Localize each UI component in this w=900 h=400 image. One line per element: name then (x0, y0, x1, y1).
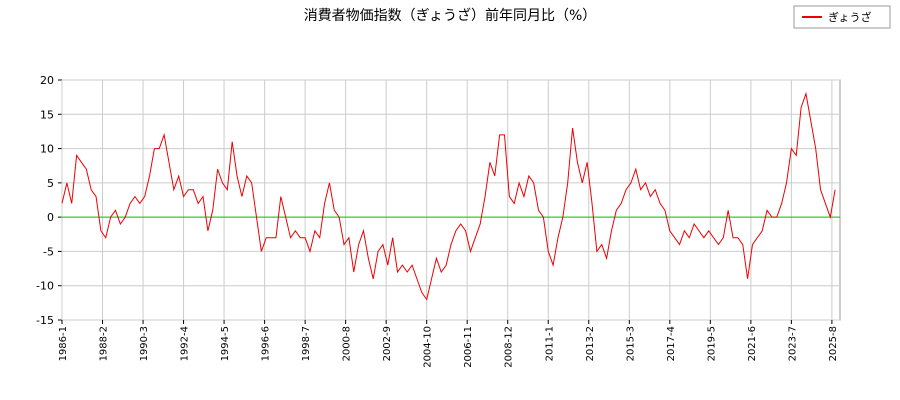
x-tick-label: 1994-5 (220, 326, 231, 361)
y-tick-label: 15 (40, 108, 54, 121)
x-tick-label: 2021-6 (747, 326, 758, 361)
y-tick-label: -15 (36, 314, 54, 327)
x-tick-label: 1990-3 (139, 326, 150, 361)
y-tick-label: 0 (47, 211, 54, 224)
x-tick-label: 1988-2 (99, 326, 110, 361)
x-tick-label: 2023-7 (787, 326, 798, 361)
y-tick-label: -10 (36, 280, 54, 293)
y-tick-label: 20 (40, 74, 54, 87)
x-tick-label: 2011-1 (544, 326, 555, 361)
x-tick-label: 2004-10 (423, 326, 434, 368)
x-tick-label: 1986-1 (58, 326, 69, 361)
x-tick-label: 2019-5 (706, 326, 717, 361)
legend-box (793, 5, 891, 29)
y-tick-label: -5 (43, 245, 54, 258)
x-tick-label: 1998-7 (301, 326, 312, 361)
x-tick-label: 2002-9 (382, 326, 393, 361)
legend: ぎょうざ (793, 5, 891, 29)
x-tick-label: 1992-4 (180, 326, 191, 361)
x-tick-label: 1996-6 (261, 326, 272, 361)
x-tick-label: 2008-12 (504, 326, 515, 368)
x-tick-label: 2006-11 (463, 326, 474, 368)
chart-title: 消費者物価指数（ぎょうざ）前年同月比（%） (304, 7, 597, 24)
y-tick-label: 10 (40, 143, 54, 156)
plot-area (61, 79, 841, 321)
data-line (61, 91, 836, 301)
legend-label: ぎょうざ (828, 10, 871, 24)
x-tick-label: 2013-2 (585, 326, 596, 361)
x-tick-label: 2000-8 (342, 326, 353, 361)
x-tick-label: 2025-8 (828, 326, 839, 361)
x-tick-label: 2015-3 (625, 326, 636, 361)
x-tick-label: 2017-4 (666, 326, 677, 361)
y-tick-label: 5 (47, 177, 54, 190)
